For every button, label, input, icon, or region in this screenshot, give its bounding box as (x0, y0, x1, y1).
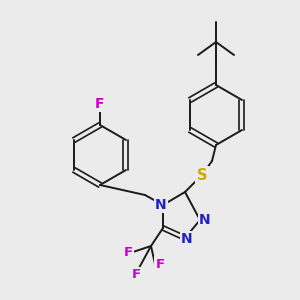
Text: F: F (95, 97, 105, 111)
Text: F: F (131, 268, 141, 281)
Text: S: S (197, 167, 207, 182)
Text: N: N (155, 198, 167, 212)
Text: F: F (123, 245, 133, 259)
Text: N: N (181, 232, 193, 246)
Text: F: F (155, 257, 165, 271)
Text: N: N (199, 213, 211, 227)
